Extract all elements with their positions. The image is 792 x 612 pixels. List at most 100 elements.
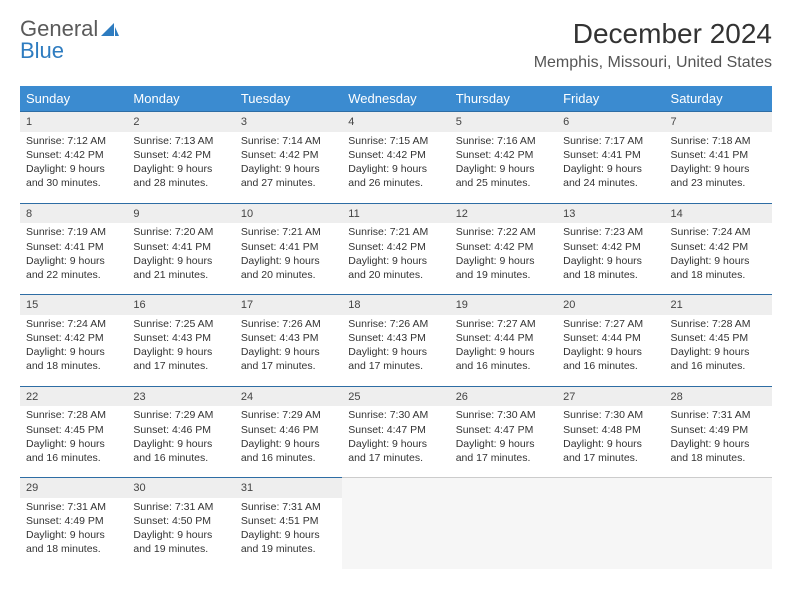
sunrise-text: Sunrise: 7:20 AM: [133, 225, 228, 239]
day-body-row: Sunrise: 7:31 AM Sunset: 4:49 PM Daylight:…: [20, 498, 772, 569]
daylight-text-1: Daylight: 9 hours: [26, 254, 121, 268]
day-cell: Sunrise: 7:27 AMSunset: 4:44 PMDaylight:…: [450, 315, 557, 386]
day-number: 19: [450, 295, 557, 315]
daylight-text-2: and 17 minutes.: [456, 451, 551, 465]
day-number: 4: [342, 112, 449, 132]
daylight-text-2: and 18 minutes.: [563, 268, 658, 282]
day-number: 2: [127, 112, 234, 132]
sunrise-text: Sunrise: 7:15 AM: [348, 134, 443, 148]
sunrise-text: Sunrise: 7:12 AM: [26, 134, 121, 148]
sunrise-text: Sunrise: 7:23 AM: [563, 225, 658, 239]
sunrise-text: Sunrise: 7:28 AM: [26, 408, 121, 422]
weekday-header: Wednesday: [342, 86, 449, 112]
sunset-text: Sunset: 4:45 PM: [26, 423, 121, 437]
day-body-row: Sunrise: 7:19 AMSunset: 4:41 PMDaylight:…: [20, 223, 772, 294]
day-cell: Sunrise: 7:24 AMSunset: 4:42 PMDaylight:…: [665, 223, 772, 294]
daylight-text-1: Daylight: 9 hours: [671, 437, 766, 451]
day-number: 5: [450, 112, 557, 132]
day-number: 21: [665, 295, 772, 315]
day-number: 30: [127, 478, 234, 498]
day-number: 24: [235, 386, 342, 406]
page-title: December 2024: [534, 18, 772, 50]
sunrise-text: Sunrise: 7:14 AM: [241, 134, 336, 148]
sunset-text: Sunset: 4:49 PM: [26, 514, 121, 528]
daylight-text-2: and 17 minutes.: [563, 451, 658, 465]
weekday-header: Sunday: [20, 86, 127, 112]
sunset-text: Sunset: 4:51 PM: [241, 514, 336, 528]
day-number: 7: [665, 112, 772, 132]
day-cell: Sunrise: 7:30 AMSunset: 4:47 PMDaylight:…: [450, 406, 557, 477]
sunset-text: Sunset: 4:41 PM: [671, 148, 766, 162]
weekday-header: Friday: [557, 86, 664, 112]
day-number: 25: [342, 386, 449, 406]
sunrise-text: Sunrise: 7:18 AM: [671, 134, 766, 148]
sunrise-text: Sunrise: 7:19 AM: [26, 225, 121, 239]
sunrise-text: Sunrise: 7:28 AM: [671, 317, 766, 331]
sunset-text: Sunset: 4:43 PM: [241, 331, 336, 345]
sunset-text: Sunset: 4:42 PM: [456, 240, 551, 254]
daylight-text-2: and 18 minutes.: [671, 268, 766, 282]
sunrise-text: Sunrise: 7:27 AM: [563, 317, 658, 331]
daylight-text-1: Daylight: 9 hours: [133, 528, 228, 542]
sunset-text: Sunset: 4:42 PM: [241, 148, 336, 162]
daylight-text-2: and 16 minutes.: [563, 359, 658, 373]
day-number: 27: [557, 386, 664, 406]
daylight-text-1: Daylight: 9 hours: [456, 345, 551, 359]
weekday-header: Monday: [127, 86, 234, 112]
sunset-text: Sunset: 4:47 PM: [348, 423, 443, 437]
day-body-row: Sunrise: 7:24 AMSunset: 4:42 PMDaylight:…: [20, 315, 772, 386]
daylight-text-1: Daylight: 9 hours: [241, 162, 336, 176]
daylight-text-1: Daylight: 9 hours: [133, 437, 228, 451]
daylight-text-2: and 18 minutes.: [26, 359, 121, 373]
sunset-text: Sunset: 4:42 PM: [456, 148, 551, 162]
day-number-row: 891011121314: [20, 203, 772, 223]
day-number: 18: [342, 295, 449, 315]
sunset-text: Sunset: 4:42 PM: [26, 331, 121, 345]
empty-cell: [342, 478, 449, 498]
day-number: 15: [20, 295, 127, 315]
sunrise-text: Sunrise: 7:24 AM: [671, 225, 766, 239]
daylight-text-2: and 16 minutes.: [26, 451, 121, 465]
day-cell: Sunrise: 7:24 AMSunset: 4:42 PMDaylight:…: [20, 315, 127, 386]
sunset-text: Sunset: 4:41 PM: [26, 240, 121, 254]
sunset-text: Sunset: 4:42 PM: [671, 240, 766, 254]
day-cell: Sunrise: 7:13 AMSunset: 4:42 PMDaylight:…: [127, 132, 234, 203]
daylight-text-1: Daylight: 9 hours: [241, 437, 336, 451]
sunset-text: Sunset: 4:48 PM: [563, 423, 658, 437]
sunset-text: Sunset: 4:42 PM: [348, 148, 443, 162]
day-number-row: 1234567: [20, 112, 772, 132]
sunrise-text: Sunrise: 7:26 AM: [348, 317, 443, 331]
daylight-text-2: and 26 minutes.: [348, 176, 443, 190]
day-cell: Sunrise: 7:29 AMSunset: 4:46 PMDaylight:…: [127, 406, 234, 477]
empty-cell: [665, 478, 772, 498]
sunset-text: Sunset: 4:42 PM: [348, 240, 443, 254]
day-cell: Sunrise: 7:21 AMSunset: 4:41 PMDaylight:…: [235, 223, 342, 294]
daylight-text-1: Daylight: 9 hours: [671, 254, 766, 268]
day-number: 6: [557, 112, 664, 132]
daylight-text-2: and 19 minutes.: [241, 542, 336, 556]
sunrise-text: Sunrise: 7:17 AM: [563, 134, 658, 148]
daylight-text-2: and 17 minutes.: [348, 451, 443, 465]
daylight-text-1: Daylight: 9 hours: [133, 162, 228, 176]
empty-cell: [450, 478, 557, 498]
daylight-text-1: Daylight: 9 hours: [26, 345, 121, 359]
sunset-text: Sunset: 4:42 PM: [26, 148, 121, 162]
sunset-text: Sunset: 4:45 PM: [671, 331, 766, 345]
daylight-text-2: and 30 minutes.: [26, 176, 121, 190]
sunrise-text: Sunrise: 7:21 AM: [241, 225, 336, 239]
day-number: 20: [557, 295, 664, 315]
day-cell: Sunrise: 7:30 AMSunset: 4:47 PMDaylight:…: [342, 406, 449, 477]
sunset-text: Sunset: 4:50 PM: [133, 514, 228, 528]
weekday-header: Thursday: [450, 86, 557, 112]
sunrise-text: Sunrise: 7:31 AM: [133, 500, 228, 514]
day-cell: Sunrise: 7:15 AMSunset: 4:42 PMDaylight:…: [342, 132, 449, 203]
day-cell: Sunrise: 7:26 AMSunset: 4:43 PMDaylight:…: [235, 315, 342, 386]
sunrise-text: Sunrise: 7:13 AM: [133, 134, 228, 148]
daylight-text-2: and 20 minutes.: [241, 268, 336, 282]
sunset-text: Sunset: 4:44 PM: [563, 331, 658, 345]
logo: General Blue: [20, 18, 121, 62]
sunset-text: Sunset: 4:44 PM: [456, 331, 551, 345]
daylight-text-1: Daylight: 9 hours: [241, 528, 336, 542]
daylight-text-1: Daylight: 9 hours: [671, 345, 766, 359]
day-cell: Sunrise: 7:31 AMSunset: 4:51 PMDaylight:…: [235, 498, 342, 569]
